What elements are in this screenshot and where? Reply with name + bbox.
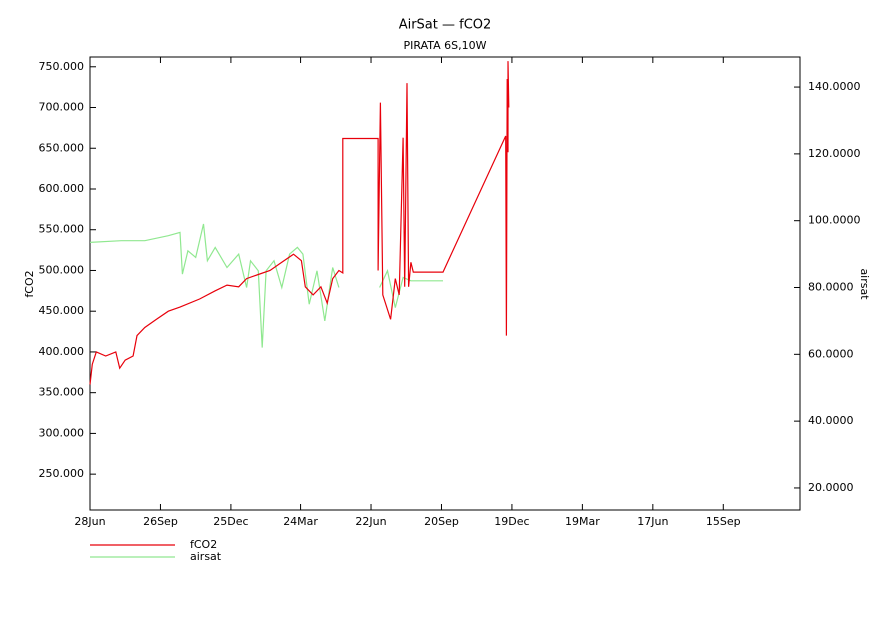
x-tick-label: 28Jun	[74, 515, 105, 528]
y2-tick-label: 80.0000	[808, 281, 854, 294]
chart-title: AirSat — fCO2	[399, 18, 492, 33]
y-tick-label: 450.000	[39, 304, 85, 317]
x-tick-label: 22Jun	[355, 515, 386, 528]
x-tick-label: 15Sep	[706, 515, 741, 528]
legend-label: fCO2	[190, 538, 217, 551]
legend-label: airsat	[190, 550, 222, 563]
chart-subtitle: PIRATA 6S,10W	[404, 39, 487, 52]
y-tick-label: 600.000	[39, 182, 85, 195]
plot-frame	[89, 56, 801, 511]
x-tick-label: 19Mar	[565, 515, 600, 528]
y-tick-label: 650.000	[39, 141, 85, 154]
y-axis-label: fCO2	[23, 270, 36, 297]
x-tick-label: 26Sep	[143, 515, 178, 528]
x-tick-label: 24Mar	[283, 515, 318, 528]
y2-tick-label: 60.0000	[808, 347, 854, 360]
x-tick-label: 17Jun	[637, 515, 668, 528]
y-tick-label: 250.000	[39, 467, 85, 480]
y-tick-label: 550.000	[39, 223, 85, 236]
x-tick-label: 25Dec	[213, 515, 248, 528]
y-tick-label: 400.000	[39, 345, 85, 358]
series-line	[89, 61, 510, 385]
y-tick-label: 500.000	[39, 263, 85, 276]
y2-axis-label: airsat	[858, 268, 871, 300]
series-line	[89, 223, 340, 348]
y-tick-label: 350.000	[39, 386, 85, 399]
series-line	[379, 268, 443, 308]
y-tick-label: 750.000	[39, 60, 85, 73]
y-tick-label: 300.000	[39, 426, 85, 439]
y2-tick-label: 120.0000	[808, 147, 861, 160]
y2-tick-label: 100.0000	[808, 214, 861, 227]
x-tick-label: 20Sep	[424, 515, 459, 528]
x-tick-label: 19Dec	[494, 515, 529, 528]
y2-tick-label: 40.0000	[808, 414, 854, 427]
y2-tick-label: 20.0000	[808, 481, 854, 494]
y-tick-label: 700.000	[39, 101, 85, 114]
y2-tick-label: 140.0000	[808, 80, 861, 93]
